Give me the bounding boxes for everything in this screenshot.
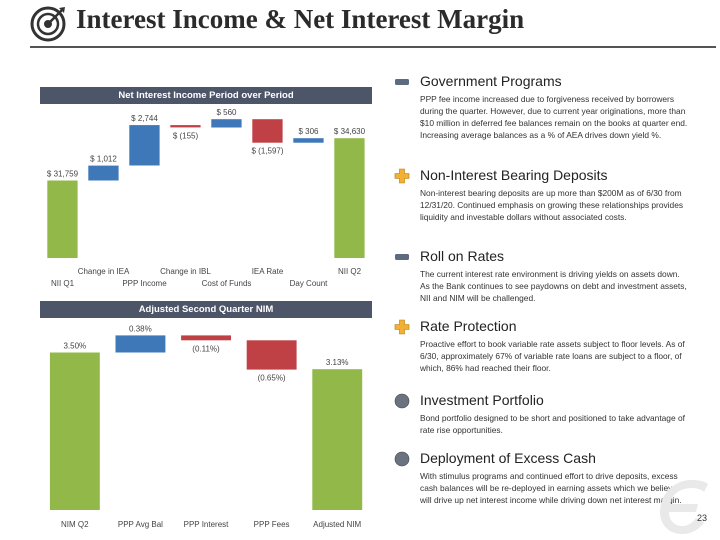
axis-tick-label: NIM Q2 bbox=[61, 520, 89, 529]
page-number: 23 bbox=[696, 513, 707, 523]
chart2-header: Adjusted Second Quarter NIM bbox=[40, 301, 372, 318]
chart1-header: Net Interest Income Period over Period bbox=[40, 87, 372, 104]
axis-tick-label: Change in IEA bbox=[78, 267, 130, 276]
chart-bar bbox=[49, 352, 100, 510]
chart1-waterfall: $ 31,759 NII Q1 $ 1,012 Change in IEA $ 2,74… bbox=[47, 108, 366, 288]
data-label: $ 2,744 bbox=[131, 114, 158, 123]
axis-tick-label: PPP Fees bbox=[254, 520, 290, 529]
axis-tick-label: NII Q2 bbox=[338, 267, 362, 276]
axis-tick-label: Cost of Funds bbox=[202, 279, 252, 288]
section-body: Proactive effort to book variable rate a… bbox=[420, 339, 685, 373]
section-title: Government Programs bbox=[420, 73, 562, 89]
data-label: $ 1,012 bbox=[90, 155, 117, 164]
title-divider bbox=[30, 46, 716, 48]
minus-icon bbox=[395, 79, 409, 85]
chart-bar bbox=[334, 138, 365, 258]
data-label: $ 34,630 bbox=[334, 127, 366, 136]
chart-bar bbox=[312, 369, 363, 510]
chart-bar bbox=[88, 165, 119, 181]
axis-tick-label: Day Count bbox=[290, 279, 329, 288]
section-body: PPP fee income increased due to forgiven… bbox=[420, 94, 688, 140]
chart-bar bbox=[129, 125, 160, 166]
chart-bar bbox=[246, 340, 297, 370]
section-title: Roll on Rates bbox=[420, 248, 505, 264]
section-body: Non-interest bearing deposits are up mor… bbox=[420, 188, 684, 222]
chart-bar bbox=[170, 125, 201, 128]
minus-icon bbox=[395, 254, 409, 260]
section-title: Rate Protection bbox=[420, 318, 517, 334]
axis-tick-label: NII Q1 bbox=[51, 279, 75, 288]
circle-icon bbox=[394, 451, 410, 467]
data-label: (0.65%) bbox=[258, 374, 286, 383]
data-label: $ (1,597) bbox=[251, 147, 283, 156]
section-body: Bond portfolio designed to be short and … bbox=[420, 413, 685, 435]
chart-bar bbox=[293, 138, 324, 143]
data-label: 3.13% bbox=[326, 358, 349, 367]
data-label: (0.11%) bbox=[192, 344, 220, 353]
axis-tick-label: PPP Interest bbox=[184, 520, 230, 529]
data-label: 3.50% bbox=[63, 342, 86, 351]
chart-bar bbox=[47, 180, 78, 258]
target-logo-icon bbox=[30, 6, 66, 42]
axis-tick-label: PPP Income bbox=[122, 279, 167, 288]
circle-icon bbox=[394, 393, 410, 409]
axis-tick-label: Adjusted NIM bbox=[313, 520, 361, 529]
chart-bar bbox=[181, 335, 231, 341]
section-body: With stimulus programs and continued eff… bbox=[420, 471, 682, 505]
chart-bar bbox=[211, 119, 242, 128]
plus-icon bbox=[394, 319, 410, 335]
axis-tick-label: Change in IBL bbox=[160, 267, 211, 276]
section-title: Non-Interest Bearing Deposits bbox=[420, 167, 608, 183]
chart-bar bbox=[115, 335, 166, 353]
data-label: $ 306 bbox=[298, 127, 319, 136]
section-body: The current interest rate environment is… bbox=[420, 269, 687, 303]
data-label: $ 560 bbox=[216, 108, 237, 117]
section-title: Investment Portfolio bbox=[420, 392, 544, 408]
axis-tick-label: IEA Rate bbox=[252, 267, 284, 276]
axis-tick-label: PPP Avg Bal bbox=[118, 520, 163, 529]
chart2-waterfall: 3.50% NIM Q2 0.38% PPP Avg Bal (0.11%) PPP In… bbox=[49, 324, 363, 529]
chart-bar bbox=[252, 119, 283, 143]
data-label: 0.38% bbox=[129, 324, 152, 333]
data-label: $ 31,759 bbox=[47, 170, 79, 179]
section-title: Deployment of Excess Cash bbox=[420, 450, 596, 466]
data-label: $ (155) bbox=[173, 131, 199, 140]
page-title: Interest Income & Net Interest Margin bbox=[76, 4, 525, 34]
bank-logo-watermark-icon bbox=[660, 480, 708, 534]
plus-icon bbox=[394, 168, 410, 184]
